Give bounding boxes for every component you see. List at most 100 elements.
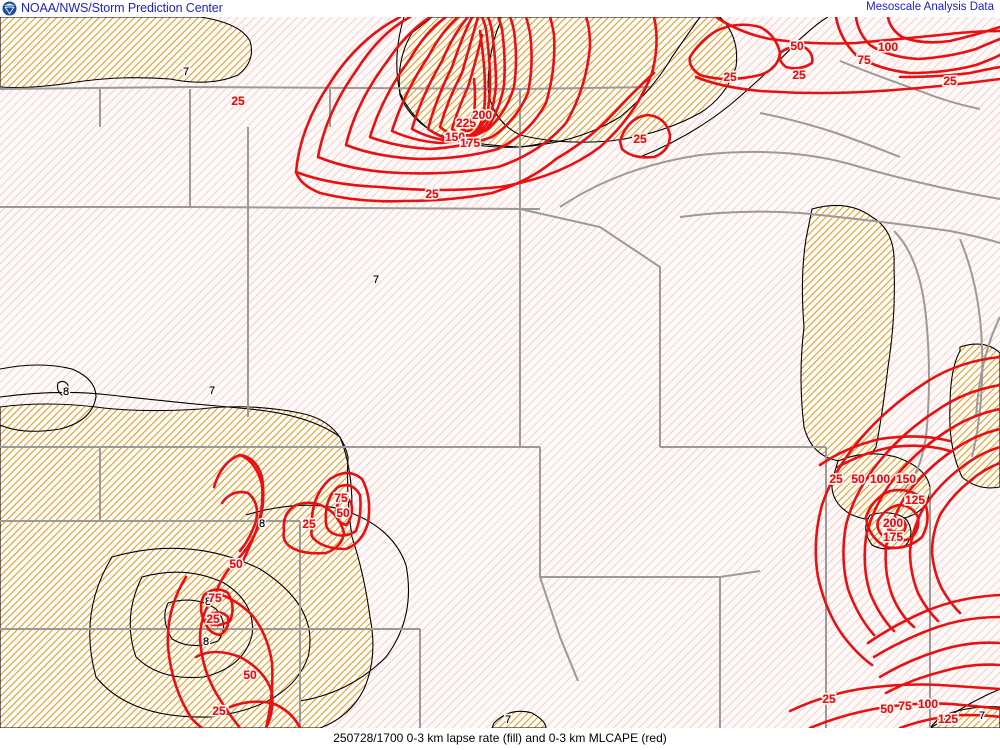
- cape-contour-label: 25: [302, 517, 316, 531]
- cape-25-outer-lobe: [294, 157, 558, 203]
- cape-label-halo: 75: [898, 699, 912, 713]
- cape-label-halo: 100: [878, 40, 898, 54]
- lapse-7-plains: [0, 391, 353, 508]
- cape-225-upper-midwest: [450, 29, 487, 137]
- border-canada: [0, 85, 651, 91]
- cape-contour-label: 200: [472, 108, 492, 122]
- cape-150-upper-midwest: [410, 17, 506, 143]
- cape-label-halo: 125: [905, 493, 925, 507]
- cape-50-ohio: [842, 383, 1000, 637]
- mlcape-contours-northeast: [688, 17, 1000, 95]
- cape-75-eco: [324, 483, 362, 537]
- cape-contour-label: 125: [938, 712, 958, 726]
- page-footer: 250728/1700 0-3 km lapse rate (fill) and…: [0, 728, 1000, 750]
- analysis-map[interactable]: 7 7 7 7 8 8 8 8 8 8 8 8 7 7 7 7 7 7 25 25 25 25 225 225 200 200 15…: [0, 17, 1000, 728]
- cape-se-extra2: [866, 593, 1000, 645]
- cape-label-halo: 150: [445, 130, 465, 144]
- cape-label-halo: 150: [896, 472, 916, 486]
- cape-contour-label: 25: [822, 692, 836, 706]
- cape-25-ohio-upper: [818, 435, 952, 467]
- cape-25-ohio: [814, 355, 1000, 667]
- cape-200-upper-midwest: [438, 17, 492, 139]
- lapse-region-southwest: [0, 403, 374, 728]
- cape-25-ne-ring: [778, 45, 814, 70]
- cape-label-halo: 25: [302, 517, 316, 531]
- cape-50-upper-midwest: [316, 17, 592, 175]
- cape-50-eco: [310, 471, 371, 551]
- map-caption: 250728/1700 0-3 km lapse rate (fill) and…: [333, 731, 667, 745]
- cape-50-ne-south: [898, 65, 1000, 79]
- lapse-label-halo: 7: [183, 66, 189, 78]
- cape-125-upper-midwest: [390, 17, 518, 145]
- lapse-label-halo: 8: [205, 596, 211, 608]
- border-ne-sd: [0, 206, 540, 210]
- cape-200-ohio-ring: [876, 503, 920, 542]
- cape-contour-label: 75: [334, 491, 348, 505]
- cape-contour-label: 75: [208, 591, 222, 605]
- cape-contour-label: 150: [445, 130, 465, 144]
- cape-contour-label: 50: [880, 702, 894, 716]
- lapse-label-halo: 7: [373, 274, 379, 286]
- geography-borders: [0, 60, 1000, 728]
- cape-contour-label: 25: [943, 74, 957, 88]
- mlcape-contours: [294, 17, 672, 203]
- lapse-contour-label: 8: [63, 386, 69, 398]
- cape-contour-label: 25: [231, 94, 245, 108]
- cape-contour-label: 50: [851, 472, 865, 486]
- dataset-title: Mesoscale Analysis Data: [866, 1, 994, 13]
- cape-contour-label: 225: [456, 116, 476, 130]
- cape-core-ohio: [886, 517, 907, 533]
- cape-contour-label: 75: [857, 53, 871, 67]
- cape-label-halo: 75: [334, 491, 348, 505]
- cape-se-extra1: [872, 615, 1000, 659]
- cape-tail-east: [554, 71, 656, 161]
- cape-contour-label: 50: [229, 557, 243, 571]
- lapse-contour-label: 7: [373, 274, 379, 286]
- cape-75-upper-midwest: [344, 17, 556, 161]
- lapse-contour-label: 7: [979, 710, 985, 722]
- cape-contour-label: 50: [790, 39, 804, 53]
- cape-25-co-tail: [228, 700, 302, 728]
- cape-label-halo: 50: [790, 39, 804, 53]
- cape-25-co-outer: [166, 575, 204, 728]
- cape-150-ohio: [930, 461, 1000, 615]
- cape-75-se: [884, 663, 1000, 695]
- cape-contour-label: 25: [425, 187, 439, 201]
- cape-label-halo: 200: [883, 516, 903, 530]
- cape-125-ohio: [908, 445, 1000, 623]
- cape-label-halo: 25: [723, 70, 737, 84]
- cape-label-halo: 125: [938, 712, 958, 726]
- cape-core-eco: [334, 495, 354, 527]
- lapse-region-wisconsin: [800, 204, 895, 462]
- cape-contour-label: 100: [918, 697, 938, 711]
- cape-100-ne: [854, 17, 1000, 61]
- lapse-8-upper-left-mark: [56, 380, 69, 396]
- cape-125-se: [898, 713, 1000, 728]
- cape-25-upper-midwest: [294, 17, 658, 192]
- mlcape-contours-ohio: [814, 355, 1000, 667]
- cape-label-halo: 25: [633, 132, 647, 146]
- cape-label-halo: 50: [243, 668, 257, 682]
- cape-contour-label: 100: [870, 472, 890, 486]
- lapse-contour-label: 7: [209, 385, 215, 397]
- cape-contour-label: 100: [878, 40, 898, 54]
- lapse-contour-label: 8: [203, 636, 209, 648]
- cape-label-halo: 75: [857, 53, 871, 67]
- lapse-label-halo: 8: [203, 636, 209, 648]
- cape-50-ne: [714, 17, 1000, 45]
- cape-contour-label: 125: [905, 493, 925, 507]
- border-mn-wi: [519, 208, 661, 447]
- cape-contour-label: 25: [723, 70, 737, 84]
- lapse-label-halo: 8: [259, 518, 265, 530]
- cape-label-halo: 25: [829, 472, 843, 486]
- cape-label-halo: 50: [229, 557, 243, 571]
- cape-25-ne-south: [694, 75, 1000, 95]
- cape-75-ne: [834, 17, 1000, 75]
- lapse-label-halo: 7: [979, 710, 985, 722]
- cape-label-halo: 25: [206, 612, 220, 626]
- cape-175-upper-midwest: [426, 17, 498, 143]
- cape-50-ohio-upper: [836, 444, 952, 469]
- cape-75-co: [199, 588, 234, 627]
